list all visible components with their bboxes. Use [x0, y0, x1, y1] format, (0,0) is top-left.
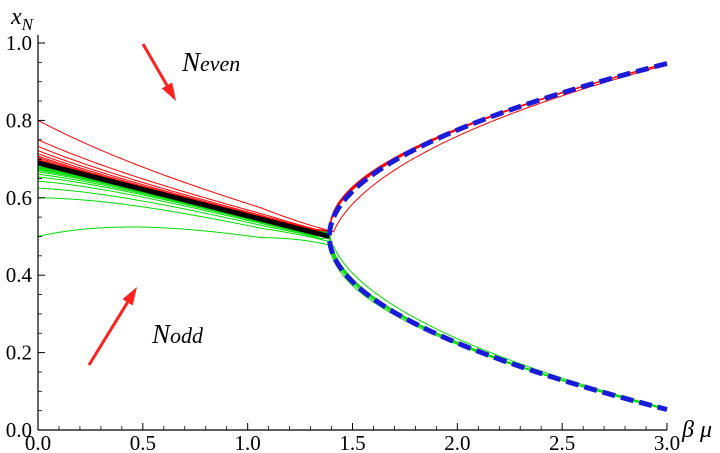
y-tick-label: 1.0 — [6, 31, 32, 55]
arrow-odd — [87, 287, 137, 366]
arrow-even — [141, 43, 176, 101]
y-tick-label: 0.2 — [6, 341, 32, 365]
x-axis-label: β μ — [681, 417, 712, 443]
envelope-dashed-line — [326, 61, 668, 412]
series-line-odd — [37, 171, 668, 410]
x-tick-label: 2.0 — [444, 431, 470, 453]
annotation-odd: Nodd — [151, 319, 204, 349]
annotation-arrows — [87, 43, 176, 366]
y-tick-label: 0.4 — [6, 263, 33, 287]
series-line-odd — [37, 226, 668, 410]
x-tick-label: 3.0 — [654, 431, 680, 453]
annotation-even: Neven — [181, 47, 240, 77]
limit-line — [37, 160, 331, 239]
series-line-odd — [37, 169, 668, 410]
x-tick-label: 0.5 — [130, 431, 156, 453]
x-tick-label: 2.5 — [549, 431, 575, 453]
x-tick-label: 1.0 — [235, 431, 261, 453]
series-line-even — [37, 64, 668, 233]
axes — [37, 35, 668, 431]
y-tick-label: 0.0 — [6, 418, 32, 442]
y-axis-label: xN — [10, 4, 35, 34]
x-tick-label: 0.0 — [25, 431, 51, 453]
y-tick-label: 0.6 — [6, 186, 32, 210]
y-tick-label: 0.8 — [6, 108, 32, 132]
series-line-odd — [37, 165, 668, 410]
curve-group — [37, 61, 668, 412]
tick-labels: 0.0 0.5 1.0 1.5 2.0 2.5 3.0 0.0 0.2 0.4 0.6 0.8 1.0 — [6, 31, 680, 453]
x-tick-label: 1.5 — [339, 431, 365, 453]
